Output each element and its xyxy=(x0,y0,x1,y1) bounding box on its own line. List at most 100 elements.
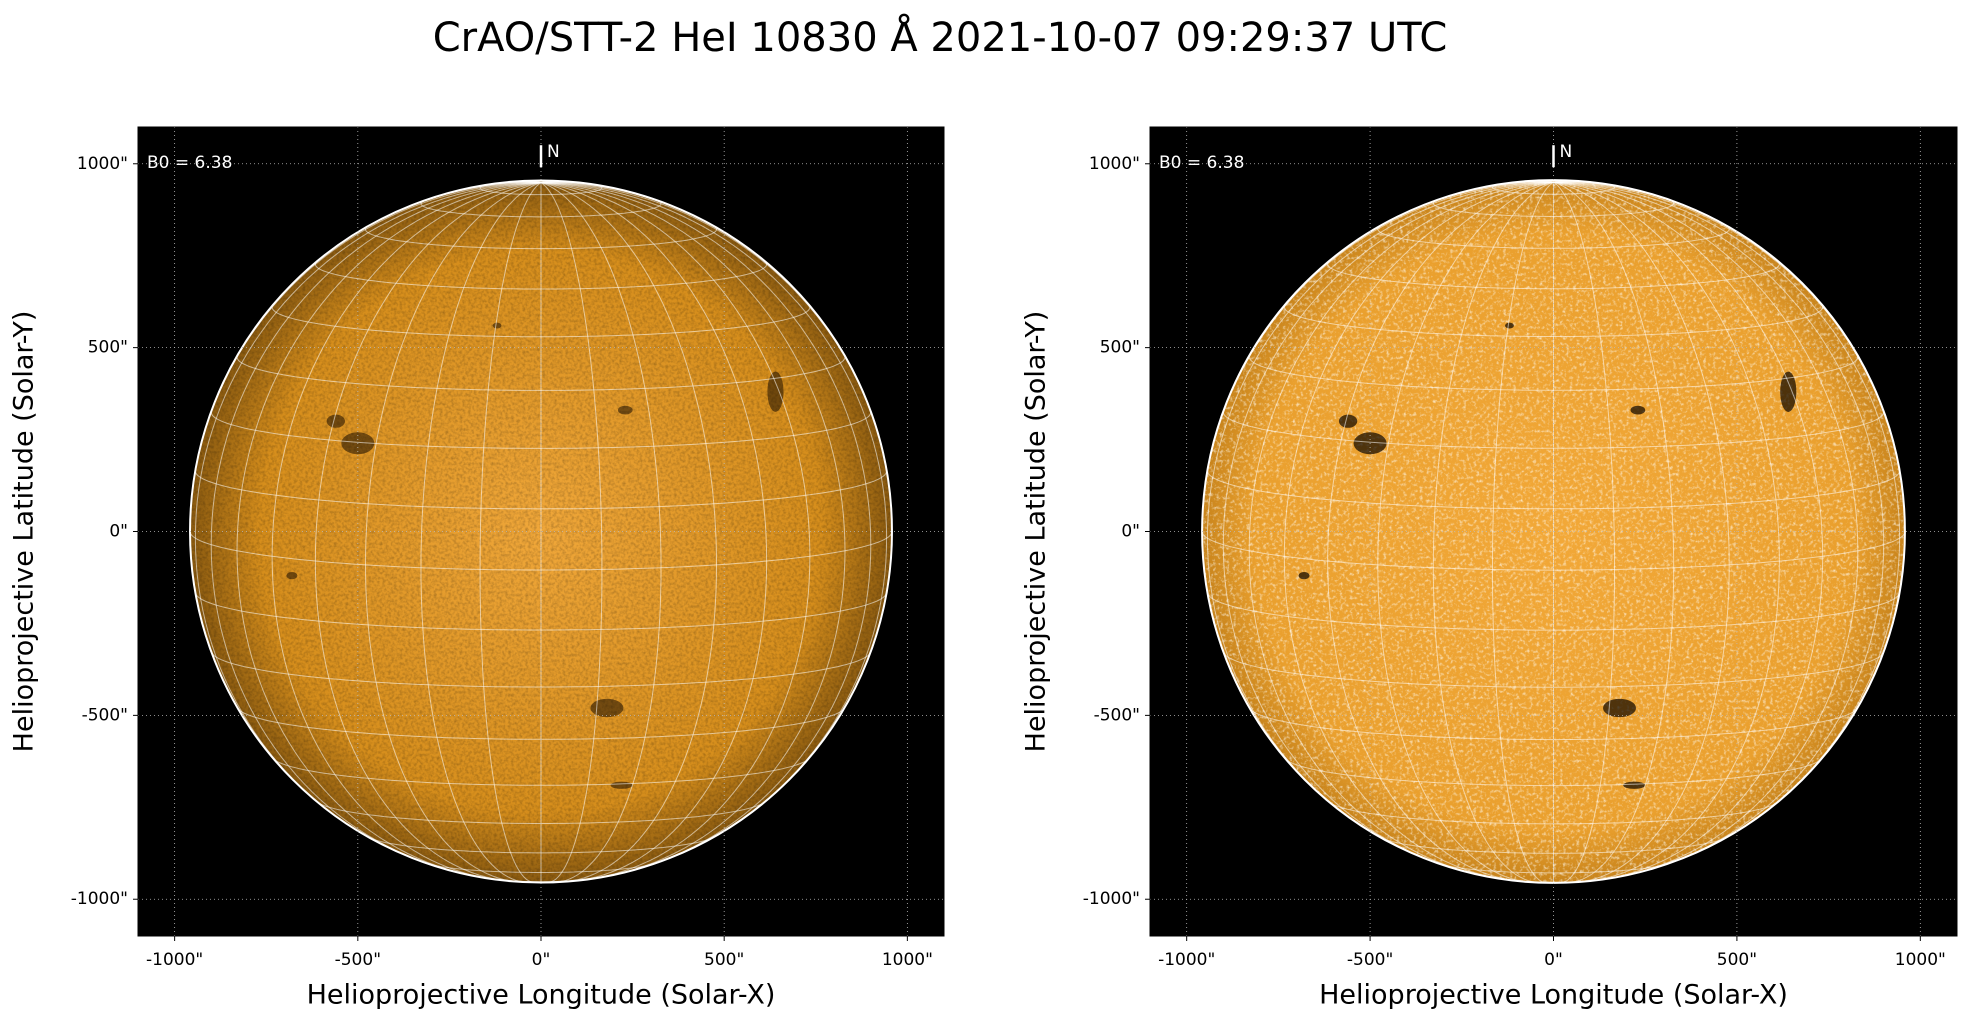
graticule-line xyxy=(1222,410,1885,449)
graticule-line xyxy=(1492,182,1615,195)
x-axis-label: Helioprojective Longitude (Solar-X) xyxy=(307,980,776,1011)
graticule-line xyxy=(271,304,811,338)
dark-feature xyxy=(1623,781,1646,789)
graticule-line xyxy=(540,182,872,868)
dark-feature xyxy=(326,414,345,428)
graticule-line xyxy=(1439,863,1668,874)
graticule-line xyxy=(314,182,542,881)
axes: -1000" -500" 0" 500" 1000" -1000" -500" 0" 500" 1… xyxy=(1021,126,1958,1011)
y-tick-label: 500" xyxy=(1100,338,1140,358)
axes-frame xyxy=(1149,126,1958,937)
graticule-line xyxy=(1432,199,1675,217)
graticule-line xyxy=(1492,181,1554,884)
x-tick-label: -1000" xyxy=(146,950,203,970)
dark-feature xyxy=(1338,414,1358,428)
graticule-line xyxy=(540,182,768,881)
graticule-line xyxy=(1283,181,1554,881)
graticule-line xyxy=(540,182,888,825)
graticule-line xyxy=(1207,593,1900,631)
graticule-line xyxy=(194,470,888,510)
graticule-line xyxy=(540,182,811,880)
dark-feature xyxy=(286,571,298,580)
x-tick-label: -1000" xyxy=(1158,950,1215,970)
y-tick-label: -500" xyxy=(82,705,128,725)
graticule-line xyxy=(195,593,887,631)
dark-feature xyxy=(610,781,633,789)
graticule-line xyxy=(479,183,603,196)
x-tick-label: 500" xyxy=(704,950,744,970)
x-tick-label: 1000" xyxy=(1895,950,1946,970)
graticule-line xyxy=(364,182,542,883)
graticule-line xyxy=(236,182,542,876)
graticule-line xyxy=(540,182,603,883)
graticule-line xyxy=(1285,758,1822,787)
axes-frame xyxy=(137,126,945,937)
y-tick-label: 0" xyxy=(109,522,128,542)
graticule-line xyxy=(1381,837,1726,854)
graticule-line xyxy=(1206,181,1554,826)
graticule-line xyxy=(1553,181,1615,884)
dark-feature xyxy=(590,698,624,718)
graticule-line xyxy=(1553,181,1780,882)
graticule-line xyxy=(426,862,656,873)
y-axis-label: Helioprojective Latitude (Solar-Y) xyxy=(1021,311,1052,753)
graticule-line xyxy=(1553,181,1901,826)
b0-annotation: B0 = 6.38 xyxy=(1159,153,1244,173)
graticule-line xyxy=(1553,181,1859,876)
dark-feature xyxy=(767,371,784,412)
y-axis-label: Helioprojective Latitude (Solar-Y) xyxy=(9,311,40,753)
graticule-line xyxy=(479,182,542,883)
graticule-line xyxy=(314,261,768,290)
x-tick-label: 1000" xyxy=(882,950,933,970)
x-tick-label: 0" xyxy=(532,950,551,970)
graticule-line xyxy=(1553,181,1675,883)
y-tick-label: -500" xyxy=(1094,705,1140,725)
graticule-line xyxy=(1201,531,1906,571)
graticule-line xyxy=(1377,181,1554,883)
graticule-line xyxy=(540,182,846,876)
graticule-line xyxy=(540,182,662,883)
graticule-line xyxy=(236,355,846,391)
graticule-line xyxy=(1327,181,1554,882)
graticule-line xyxy=(1553,181,1824,881)
graticule-line xyxy=(271,182,542,880)
graticule-line xyxy=(1206,470,1901,510)
x-tick-label: 500" xyxy=(1717,950,1757,970)
y-tick-label: 500" xyxy=(88,338,128,358)
graticule-line xyxy=(194,182,542,825)
graticule-line xyxy=(1248,181,1554,876)
dark-feature xyxy=(1505,322,1514,329)
dark-feature xyxy=(1603,698,1637,718)
y-tick-label: 1000" xyxy=(1089,154,1140,174)
dark-feature xyxy=(1630,405,1646,415)
dark-feature xyxy=(1298,571,1310,580)
x-axis-label: Helioprojective Longitude (Solar-X) xyxy=(1319,980,1788,1011)
graticule-line xyxy=(1432,181,1554,883)
graticule-line xyxy=(1327,260,1780,290)
graticule-line xyxy=(1222,181,1554,869)
north-label: N xyxy=(1560,142,1573,162)
graticule-line xyxy=(540,182,718,883)
y-tick-label: 1000" xyxy=(77,154,128,174)
graticule-line xyxy=(1283,304,1824,337)
y-tick-label: -1000" xyxy=(71,889,128,909)
graticule-line xyxy=(189,531,893,571)
north-label: N xyxy=(547,142,560,162)
graticule-line xyxy=(210,410,872,449)
graticule-line xyxy=(420,199,662,218)
dark-feature xyxy=(1780,371,1797,412)
y-tick-label: -1000" xyxy=(1083,889,1140,909)
x-tick-label: 0" xyxy=(1544,950,1563,970)
axes: -1000" -500" 0" 500" 1000" -1000" -500" 0" 500" 1… xyxy=(9,126,945,1011)
b0-annotation: B0 = 6.38 xyxy=(147,153,232,173)
y-tick-label: 0" xyxy=(1121,522,1140,542)
graticule-line xyxy=(273,758,809,786)
x-tick-label: -500" xyxy=(1347,950,1393,970)
dark-feature xyxy=(492,322,502,329)
graticule-line xyxy=(1553,181,1730,883)
graticule-line xyxy=(1248,355,1859,391)
graticule-line xyxy=(1377,225,1730,249)
graticule-line xyxy=(420,182,542,883)
figure-title: CrAO/STT-2 HeI 10830 Å 2021-10-07 09:29:… xyxy=(433,13,1448,61)
